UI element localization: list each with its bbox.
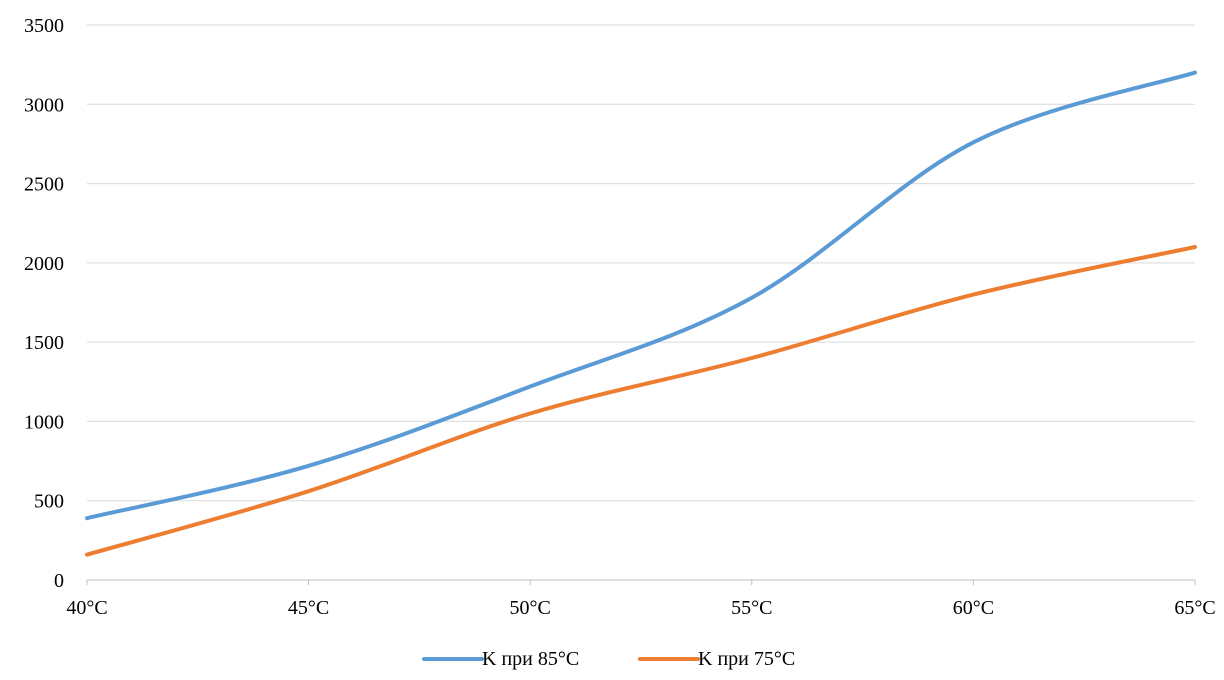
x-tick-label: 45°C [288, 597, 329, 619]
legend: K при 85°C K при 75°C [422, 648, 795, 670]
gridlines [87, 24, 1195, 502]
y-tick-label: 500 [34, 491, 64, 513]
y-tick-label: 2500 [24, 174, 64, 196]
series-line-1 [85, 70, 1197, 521]
series-lines [85, 70, 1197, 557]
series-line-2 [85, 245, 1197, 557]
legend-label-2: K при 75°C [698, 648, 795, 670]
y-tick-labels: 0 500 1000 1500 2000 2500 3000 3500 [24, 15, 64, 592]
y-tick-label: 0 [54, 570, 64, 592]
y-tick-label: 1000 [24, 411, 64, 433]
x-axis [86, 579, 1196, 585]
y-tick-label: 1500 [24, 332, 64, 354]
legend-label-1: K при 85°C [482, 648, 579, 670]
y-tick-label: 3500 [24, 15, 64, 37]
y-tick-label: 3000 [24, 94, 64, 116]
y-tick-label: 2000 [24, 253, 64, 275]
x-tick-labels: 40°C 45°C 50°C 55°C 60°C 65°C [66, 597, 1215, 619]
x-tick-label: 55°C [731, 597, 772, 619]
x-tick-label: 65°C [1174, 597, 1215, 619]
x-tick-label: 40°C [66, 597, 107, 619]
x-tick-label: 50°C [510, 597, 551, 619]
x-tick-label: 60°C [953, 597, 994, 619]
